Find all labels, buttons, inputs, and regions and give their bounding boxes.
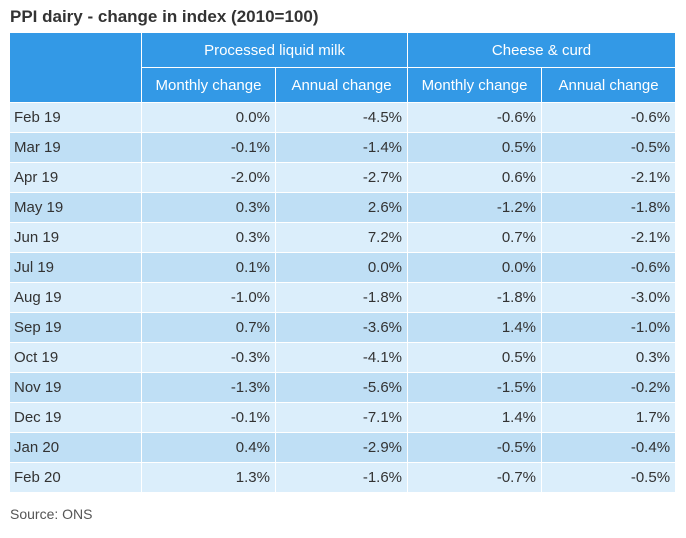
table-row: Aug 19 -1.0% -1.8% -1.8% -3.0% [9,282,677,313]
cell-milk-annual: -5.6% [274,372,409,403]
table-row: Mar 19 -0.1% -1.4% 0.5% -0.5% [9,132,677,163]
cell-milk-annual: -2.9% [274,432,409,463]
table-title: PPI dairy - change in index (2010=100) [10,7,319,26]
ppi-dairy-table: Processed liquid milk Cheese & curd Mont… [9,32,677,493]
cell-milk-monthly: 0.7% [141,312,276,343]
header-corner [9,32,142,103]
table-row: Sep 19 0.7% -3.6% 1.4% -1.0% [9,312,677,343]
cell-month: Nov 19 [9,372,142,403]
cell-milk-annual: -2.7% [274,162,409,193]
cell-cheese-monthly: 0.5% [407,342,543,373]
cell-milk-annual: -3.6% [274,312,409,343]
cell-cheese-annual: -0.2% [541,372,677,403]
cell-milk-annual: -7.1% [274,402,409,433]
cell-milk-monthly: 0.3% [141,192,276,223]
cell-cheese-monthly: -1.5% [407,372,543,403]
table-row: Jun 19 0.3% 7.2% 0.7% -2.1% [9,222,677,253]
cell-month: Aug 19 [9,282,142,313]
cell-cheese-monthly: -1.8% [407,282,543,313]
subheader-cheese-monthly: Monthly change [407,67,543,103]
cell-milk-annual: 0.0% [274,252,409,283]
cell-cheese-monthly: 0.0% [407,252,543,283]
cell-milk-monthly: -1.3% [141,372,276,403]
table-row: Feb 20 1.3% -1.6% -0.7% -0.5% [9,462,677,493]
cell-milk-monthly: 1.3% [141,462,276,493]
group-header-processed-liquid-milk: Processed liquid milk [140,32,409,68]
cell-milk-monthly: -1.0% [141,282,276,313]
cell-cheese-monthly: 1.4% [407,312,543,343]
table-row: Jan 20 0.4% -2.9% -0.5% -0.4% [9,432,677,463]
cell-cheese-annual: -3.0% [541,282,677,313]
table-row: Oct 19 -0.3% -4.1% 0.5% 0.3% [9,342,677,373]
table-row: Jul 19 0.1% 0.0% 0.0% -0.6% [9,252,677,283]
table-row: May 19 0.3% 2.6% -1.2% -1.8% [9,192,677,223]
cell-milk-annual: -1.4% [274,132,409,163]
cell-month: Oct 19 [9,342,142,373]
cell-cheese-monthly: 1.4% [407,402,543,433]
table-row: Apr 19 -2.0% -2.7% 0.6% -2.1% [9,162,677,193]
table-row: Feb 19 0.0% -4.5% -0.6% -0.6% [9,102,677,133]
cell-cheese-annual: -1.0% [541,312,677,343]
cell-month: Feb 19 [9,102,142,133]
cell-milk-monthly: 0.3% [141,222,276,253]
cell-milk-monthly: -0.1% [141,402,276,433]
cell-month: Dec 19 [9,402,142,433]
cell-milk-annual: -4.5% [274,102,409,133]
cell-cheese-annual: 1.7% [541,402,677,433]
cell-month: Jun 19 [9,222,142,253]
cell-milk-monthly: -0.3% [141,342,276,373]
cell-cheese-annual: -0.6% [541,102,677,133]
cell-cheese-annual: -2.1% [541,162,677,193]
cell-cheese-annual: 0.3% [541,342,677,373]
cell-milk-annual: 7.2% [274,222,409,253]
cell-month: Sep 19 [9,312,142,343]
table-row: Dec 19 -0.1% -7.1% 1.4% 1.7% [9,402,677,433]
cell-cheese-annual: -2.1% [541,222,677,253]
cell-cheese-monthly: -0.7% [407,462,543,493]
cell-milk-annual: -4.1% [274,342,409,373]
cell-month: Jan 20 [9,432,142,463]
cell-cheese-annual: -0.4% [541,432,677,463]
table-row: Nov 19 -1.3% -5.6% -1.5% -0.2% [9,372,677,403]
cell-milk-annual: -1.6% [274,462,409,493]
subheader-milk-monthly: Monthly change [141,67,276,103]
cell-month: Mar 19 [9,132,142,163]
cell-cheese-monthly: -0.6% [407,102,543,133]
cell-milk-monthly: 0.1% [141,252,276,283]
group-header-cheese-curd: Cheese & curd [407,32,677,68]
cell-milk-monthly: 0.4% [141,432,276,463]
source-note: Source: ONS [10,506,93,522]
cell-cheese-monthly: 0.7% [407,222,543,253]
cell-cheese-monthly: -0.5% [407,432,543,463]
cell-cheese-monthly: -1.2% [407,192,543,223]
cell-cheese-annual: -1.8% [541,192,677,223]
cell-cheese-monthly: 0.5% [407,132,543,163]
cell-cheese-monthly: 0.6% [407,162,543,193]
cell-milk-monthly: -2.0% [141,162,276,193]
cell-month: Jul 19 [9,252,142,283]
table-body: Feb 19 0.0% -4.5% -0.6% -0.6% Mar 19 -0.1% -1.4… [9,102,677,493]
subheader-cheese-annual: Annual change [541,67,677,103]
cell-cheese-annual: -0.5% [541,132,677,163]
cell-cheese-annual: -0.6% [541,252,677,283]
cell-milk-annual: 2.6% [274,192,409,223]
cell-milk-monthly: -0.1% [141,132,276,163]
cell-month: Apr 19 [9,162,142,193]
cell-month: May 19 [9,192,142,223]
subheader-milk-annual: Annual change [274,67,409,103]
cell-milk-annual: -1.8% [274,282,409,313]
cell-cheese-annual: -0.5% [541,462,677,493]
cell-milk-monthly: 0.0% [141,102,276,133]
cell-month: Feb 20 [9,462,142,493]
